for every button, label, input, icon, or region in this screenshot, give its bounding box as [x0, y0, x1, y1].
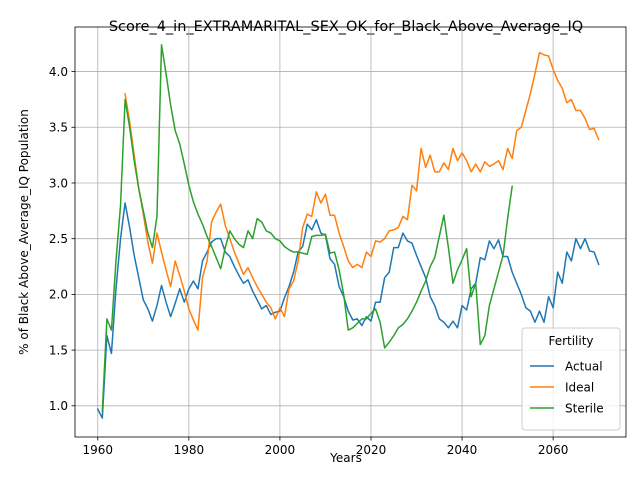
- legend-label-sterile: Sterile: [565, 401, 604, 415]
- legend: Fertility Actual Ideal Sterile: [522, 328, 620, 430]
- y-tick-label: 1.0: [49, 399, 68, 413]
- series-line-sterile: [102, 45, 512, 412]
- x-axis-label: Years: [329, 451, 362, 465]
- legend-title: Fertility: [548, 334, 593, 348]
- x-tick-label: 1980: [174, 443, 205, 457]
- y-tick-label: 4.0: [49, 65, 68, 79]
- legend-label-actual: Actual: [565, 359, 603, 373]
- x-axis-ticks: 1960 1980 2000 2020 2040 2060: [82, 437, 568, 457]
- x-tick-label: 2000: [265, 443, 296, 457]
- x-tick-label: 2040: [447, 443, 478, 457]
- x-tick-label: 1960: [82, 443, 113, 457]
- legend-label-ideal: Ideal: [565, 380, 594, 394]
- y-tick-label: 3.5: [49, 121, 68, 135]
- y-axis-label: % of Black Above_Average_IQ Population: [17, 109, 31, 355]
- y-tick-label: 3.0: [49, 176, 68, 190]
- y-tick-label: 2.5: [49, 232, 68, 246]
- x-tick-label: 2060: [538, 443, 569, 457]
- y-axis-ticks: 1.0 1.5 2.0 2.5 3.0 3.5 4.0: [49, 65, 75, 413]
- y-tick-label: 1.5: [49, 343, 68, 357]
- series-line-ideal: [125, 53, 599, 330]
- y-tick-label: 2.0: [49, 288, 68, 302]
